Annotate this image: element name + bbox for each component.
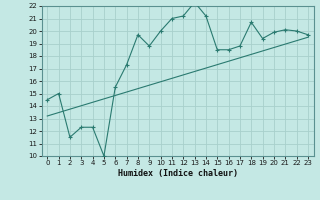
X-axis label: Humidex (Indice chaleur): Humidex (Indice chaleur): [118, 169, 237, 178]
